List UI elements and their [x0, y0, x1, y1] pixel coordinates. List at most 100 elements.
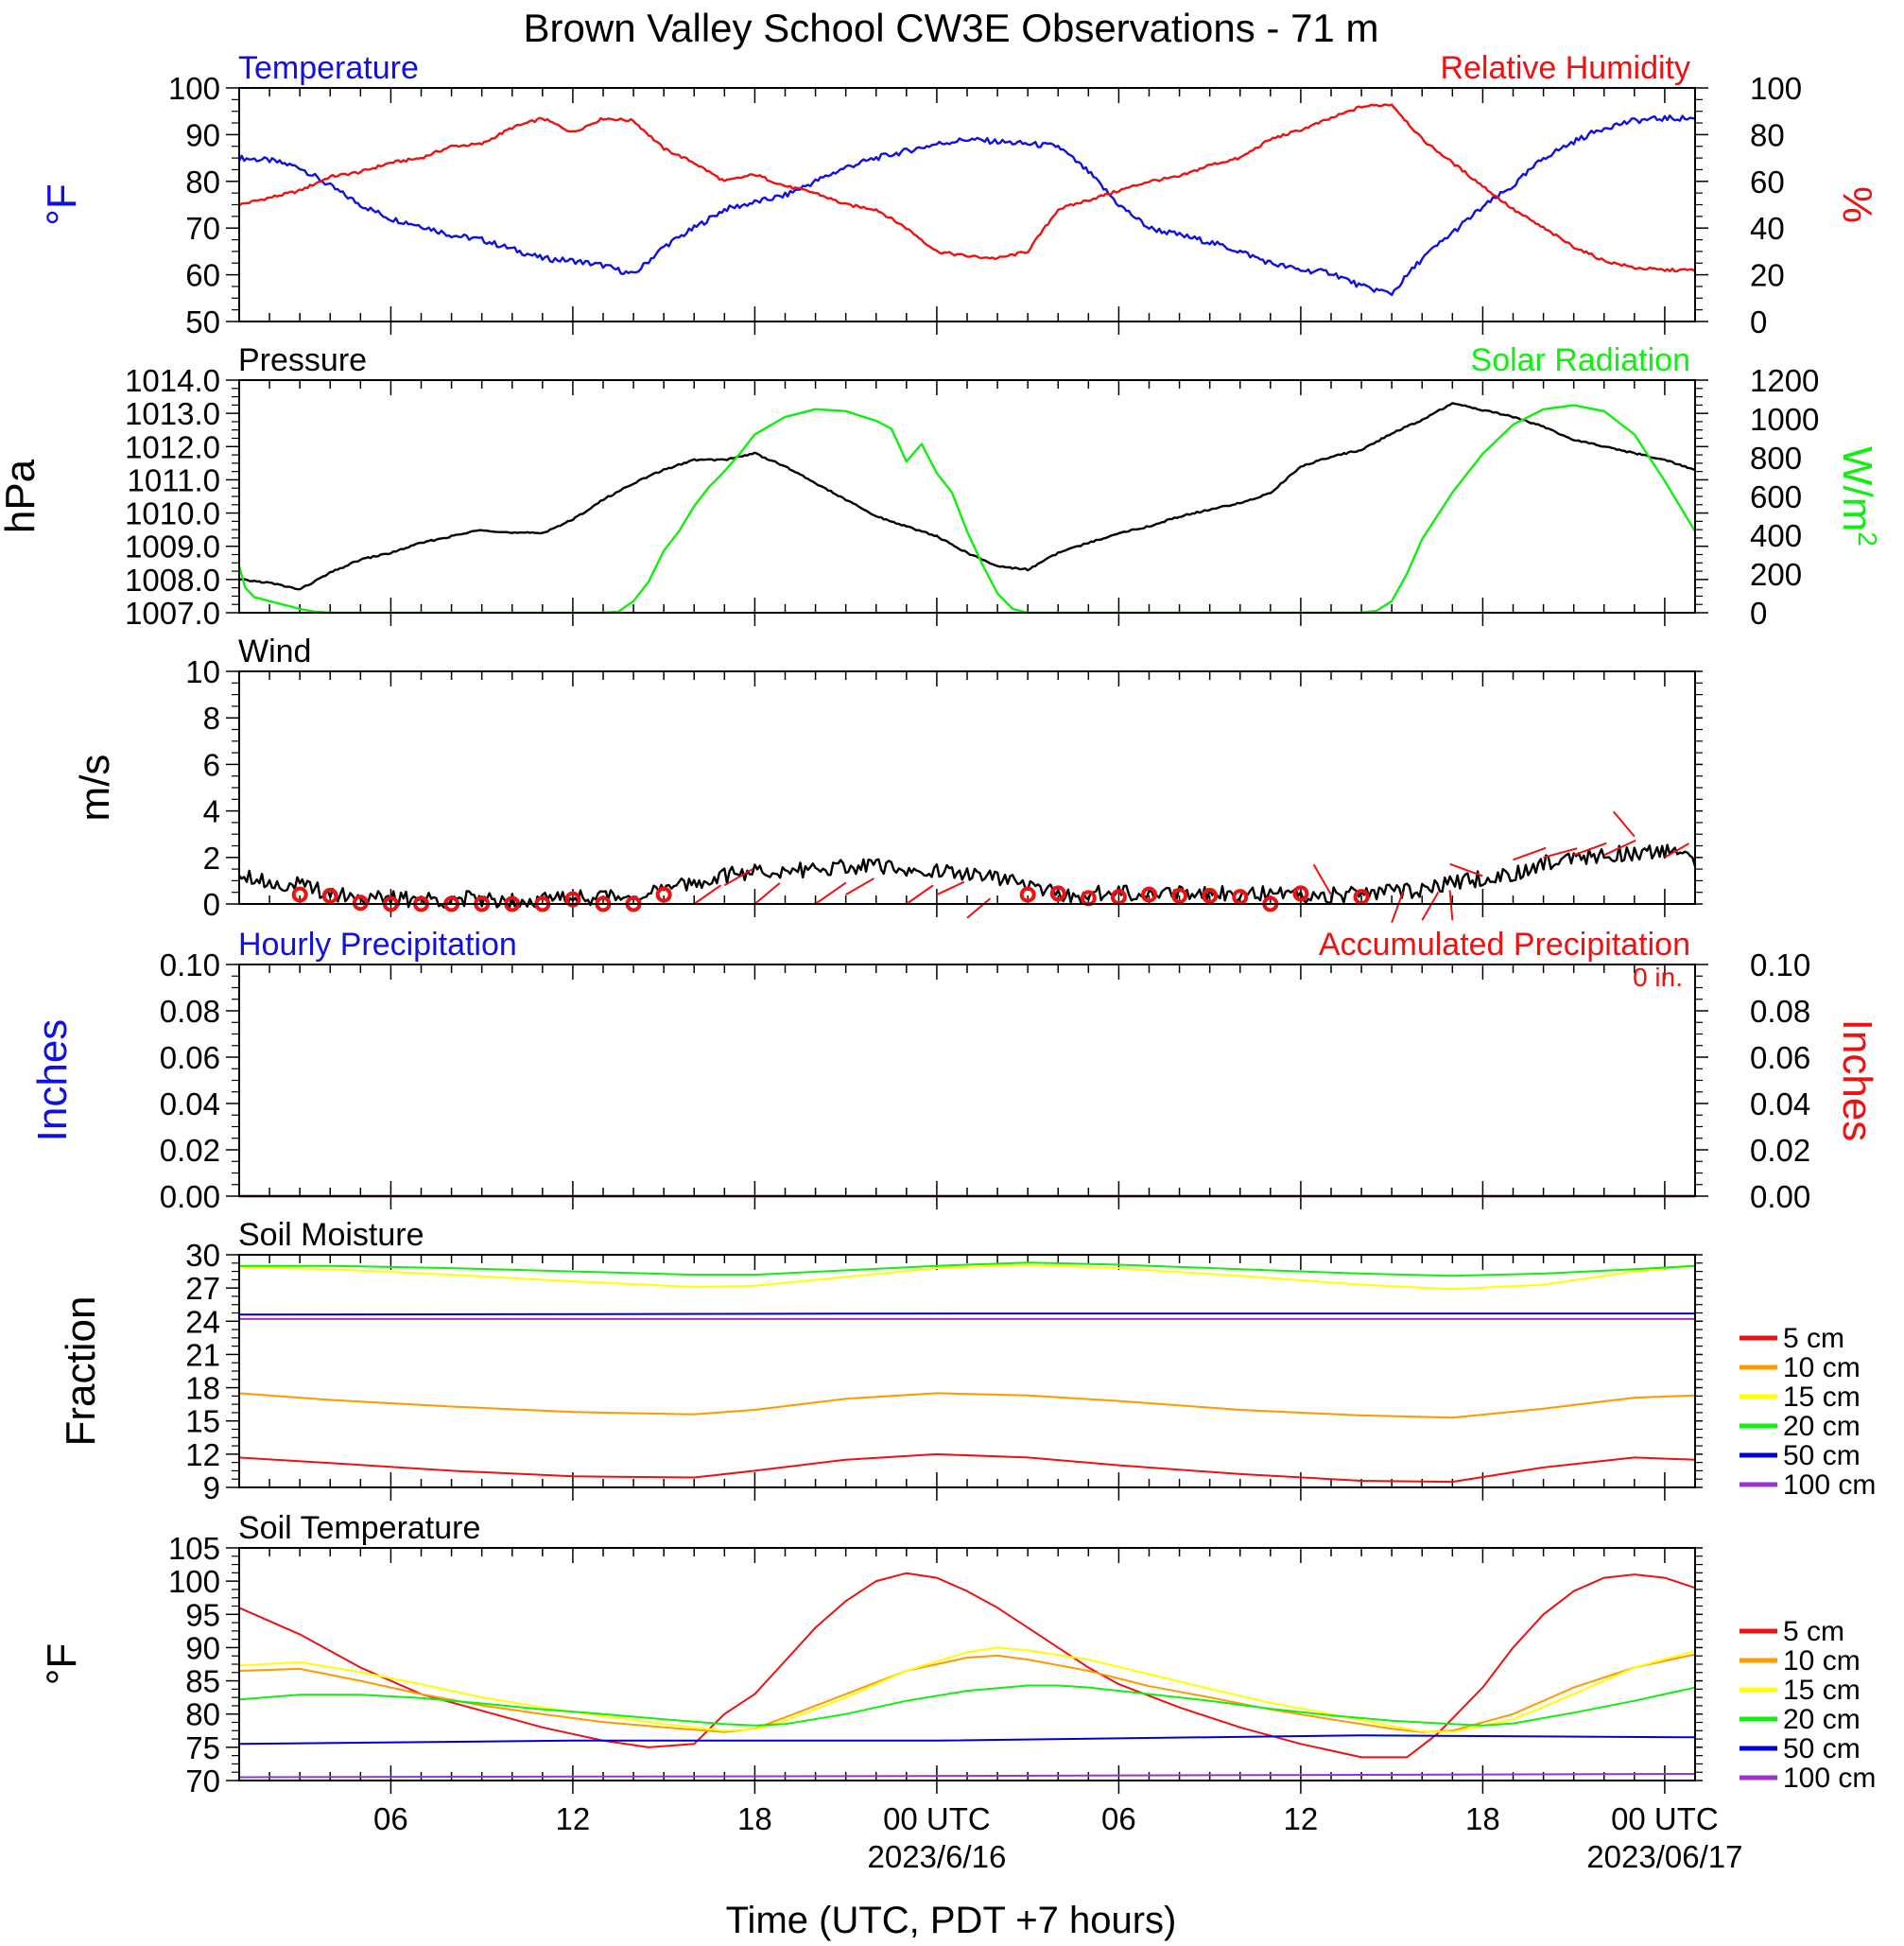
series-line	[238, 103, 1696, 273]
y-tick-label-right: 0.00	[1750, 1179, 1810, 1214]
series-line	[238, 1646, 1696, 1733]
legend-label: 10 cm	[1783, 1645, 1861, 1677]
x-tick-label: 12	[556, 1801, 591, 1836]
panel-frame	[238, 964, 1696, 1197]
panel-precip: 0.00 0.02 0.04 0.06 0.08 0.10 0.00 0.02 0.04 0.06…	[29, 927, 1880, 1214]
wind-barb	[845, 877, 874, 896]
x-tick-label: 00 UTC	[883, 1801, 991, 1836]
panel-title-left: Hourly Precipitation	[238, 927, 517, 963]
y-ticks-left: 50 60 70 80 90 100	[168, 71, 1708, 339]
calm-circle	[655, 886, 672, 903]
legend-label: 100 cm	[1783, 1469, 1876, 1501]
y-tick-label-left: 70	[185, 211, 220, 246]
x-tick-label: 18	[1465, 1801, 1500, 1836]
wind-barb	[966, 897, 992, 919]
y-axis-label-left: hPa	[0, 459, 43, 533]
panel-title-left: Temperature	[238, 50, 419, 86]
y-tick-label-left: 90	[185, 117, 220, 152]
wind-barb	[753, 882, 781, 905]
wind-barb	[936, 880, 965, 896]
series-line	[238, 1773, 1696, 1779]
y-axis-label-left: °F	[39, 1643, 85, 1685]
series-line	[237, 114, 1696, 297]
y-tick-label-right: 400	[1750, 518, 1802, 553]
legend-label: 20 cm	[1783, 1704, 1861, 1735]
y-tick-label-right: 0.04	[1750, 1086, 1810, 1121]
series-line	[238, 1312, 1695, 1316]
panel-frame	[238, 670, 1696, 905]
y-axis-label-superscript: 2	[1853, 531, 1882, 547]
series-line	[238, 1684, 1696, 1727]
x-tick-marks	[238, 380, 1696, 626]
calm-circle	[1019, 886, 1036, 903]
panel-temp_rh: 50 60 70 80 90 100 0 20 40 60 80 100 Temperature Rela…	[39, 50, 1880, 339]
calm-circle	[1202, 887, 1219, 904]
x-tick-marks	[238, 964, 1696, 1209]
y-tick-label-left: 0.06	[160, 1040, 220, 1075]
y-tick-label-right: 40	[1750, 211, 1785, 246]
wind-barb	[1449, 862, 1483, 877]
y-tick-label-left: 80	[185, 165, 220, 200]
y-tick-label-left: 9	[203, 1470, 220, 1505]
panel-wind: 0 2 4 6 8 10 Wind m/s	[72, 634, 1703, 924]
wind-barb	[693, 884, 722, 905]
calm-circle	[352, 895, 369, 912]
y-axis-label-right: Inches	[1834, 1019, 1880, 1142]
legend-label: 15 cm	[1783, 1675, 1861, 1706]
y-ticks-left: 0 2 4 6 8 10	[185, 654, 1703, 922]
y-tick-label-left: 90	[185, 1630, 220, 1665]
y-tick-label-right: 80	[1750, 117, 1785, 152]
page-title: Brown Valley School CW3E Observations - …	[524, 6, 1379, 50]
panel-title-left: Pressure	[238, 342, 367, 378]
x-date-label: 2023/6/16	[868, 1839, 1007, 1874]
calm-circle	[1292, 885, 1309, 902]
y-tick-label-left: 85	[185, 1664, 220, 1699]
y-axis-label-left: °F	[39, 183, 85, 225]
y-tick-label-left: 0.08	[160, 994, 220, 1029]
y-tick-label-left: 105	[168, 1531, 220, 1566]
wind-barb	[1448, 890, 1454, 921]
wind-barb	[1513, 846, 1547, 861]
y-tick-label-left: 1010.0	[125, 496, 220, 531]
wind-barb	[1421, 891, 1440, 921]
y-tick-label-left: 1009.0	[125, 530, 220, 565]
y-ticks-left: 1007.01008.01009.01010.01011.01012.01013…	[125, 363, 1708, 631]
panel-title-left: Soil Temperature	[238, 1510, 480, 1546]
y-tick-label-left: 10	[185, 654, 220, 689]
y-tick-label-right: 0.08	[1750, 994, 1810, 1029]
wind-barb	[1664, 843, 1689, 859]
y-ticks-left: 0.00 0.02 0.04 0.06 0.08 0.10	[160, 947, 1708, 1214]
y-tick-label-right: 1200	[1750, 363, 1819, 398]
wind-barb	[1391, 891, 1404, 924]
legend-label: 50 cm	[1783, 1440, 1861, 1471]
panel-frame	[238, 1254, 1696, 1488]
legend-label: 10 cm	[1783, 1352, 1861, 1383]
y-tick-label-left: 0.04	[160, 1086, 220, 1121]
x-tick-marks	[238, 88, 1696, 335]
y-tick-label-left: 18	[185, 1371, 220, 1406]
y-tick-label-left: 1011.0	[128, 462, 220, 497]
wind-barb	[1312, 863, 1332, 895]
y-tick-label-left: 0	[203, 887, 220, 922]
wind-barb	[815, 881, 847, 905]
y-tick-label-left: 21	[185, 1337, 220, 1372]
y-tick-label-left: 1008.0	[125, 563, 220, 598]
legend-label: 5 cm	[1783, 1616, 1844, 1647]
y-tick-label-left: 100	[168, 71, 220, 106]
y-tick-label-left: 30	[185, 1238, 220, 1273]
y-axis-label-right: W/m2	[1834, 446, 1882, 547]
y-tick-label-left: 95	[185, 1597, 220, 1632]
legend-label: 15 cm	[1783, 1381, 1861, 1413]
x-tick-label: 00 UTC	[1611, 1801, 1719, 1836]
y-axis-label-right: %	[1834, 186, 1880, 223]
y-ticks-right: 0.00 0.02 0.04 0.06 0.08 0.10	[1750, 947, 1810, 1214]
y-tick-label-left: 15	[185, 1404, 220, 1439]
calm-circle	[1141, 886, 1157, 903]
y-tick-label-right: 60	[1750, 165, 1785, 200]
y-tick-label-left: 50	[185, 304, 220, 339]
series-line	[239, 1261, 1696, 1277]
y-tick-label-left: 70	[185, 1764, 220, 1798]
y-tick-label-left: 0.10	[160, 947, 220, 982]
